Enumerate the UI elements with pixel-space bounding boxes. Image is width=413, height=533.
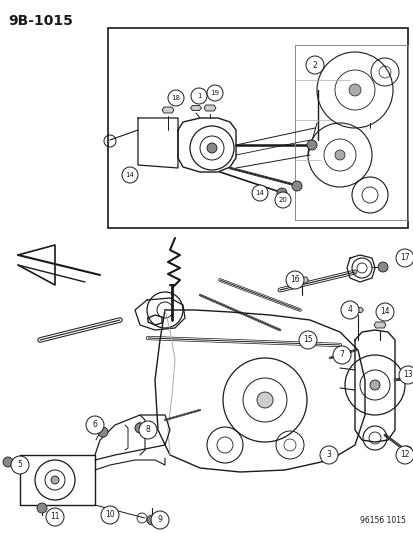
Text: 14: 14 [125, 172, 134, 178]
Text: 5: 5 [17, 461, 22, 470]
Circle shape [377, 262, 387, 272]
Circle shape [147, 515, 157, 525]
Circle shape [298, 331, 316, 349]
Circle shape [135, 423, 145, 433]
Text: 14: 14 [255, 190, 264, 196]
Text: 11: 11 [50, 513, 59, 521]
Circle shape [285, 271, 303, 289]
Circle shape [334, 150, 344, 160]
Circle shape [332, 346, 350, 364]
Text: 2: 2 [312, 61, 317, 69]
Text: 3: 3 [326, 450, 331, 459]
Text: 15: 15 [302, 335, 312, 344]
Circle shape [3, 457, 13, 467]
Text: 20: 20 [278, 197, 287, 203]
Circle shape [98, 427, 108, 437]
Polygon shape [373, 322, 385, 328]
Text: 12: 12 [399, 450, 409, 459]
Text: 4: 4 [347, 305, 351, 314]
Polygon shape [161, 107, 173, 113]
Text: 8: 8 [145, 425, 150, 434]
Circle shape [151, 511, 169, 529]
Circle shape [11, 456, 29, 474]
Bar [108, 28, 407, 228]
Circle shape [375, 303, 393, 321]
Polygon shape [351, 308, 363, 312]
Text: 14: 14 [379, 308, 389, 317]
Circle shape [51, 476, 59, 484]
Circle shape [252, 185, 267, 201]
Text: 10: 10 [105, 511, 114, 520]
Circle shape [168, 90, 183, 106]
Text: 6: 6 [93, 421, 97, 430]
Circle shape [276, 188, 286, 198]
Circle shape [46, 508, 64, 526]
Circle shape [139, 421, 157, 439]
Circle shape [305, 56, 323, 74]
Text: 9B-1015: 9B-1015 [8, 14, 73, 28]
Circle shape [13, 457, 23, 467]
Text: 7: 7 [339, 351, 344, 359]
Circle shape [403, 373, 413, 383]
Circle shape [348, 84, 360, 96]
Circle shape [122, 167, 138, 183]
Circle shape [206, 143, 216, 153]
Circle shape [319, 446, 337, 464]
Text: 1: 1 [196, 93, 201, 99]
Circle shape [401, 446, 411, 456]
Circle shape [86, 416, 104, 434]
Circle shape [291, 181, 301, 191]
Circle shape [306, 140, 316, 150]
Circle shape [101, 506, 119, 524]
Polygon shape [190, 106, 201, 110]
Circle shape [37, 503, 47, 513]
Circle shape [395, 446, 413, 464]
Polygon shape [295, 277, 308, 283]
Text: 18: 18 [171, 95, 180, 101]
Circle shape [369, 380, 379, 390]
Text: 13: 13 [402, 370, 412, 379]
Text: 17: 17 [399, 254, 409, 262]
Circle shape [340, 301, 358, 319]
Circle shape [206, 85, 223, 101]
Circle shape [395, 249, 413, 267]
Circle shape [256, 392, 272, 408]
Text: 19: 19 [210, 90, 219, 96]
Circle shape [190, 88, 206, 104]
Text: 96156 1015: 96156 1015 [359, 516, 405, 525]
Text: 16: 16 [290, 276, 299, 285]
Circle shape [274, 192, 290, 208]
Text: 9: 9 [157, 515, 162, 524]
Circle shape [398, 366, 413, 384]
Polygon shape [204, 105, 216, 111]
